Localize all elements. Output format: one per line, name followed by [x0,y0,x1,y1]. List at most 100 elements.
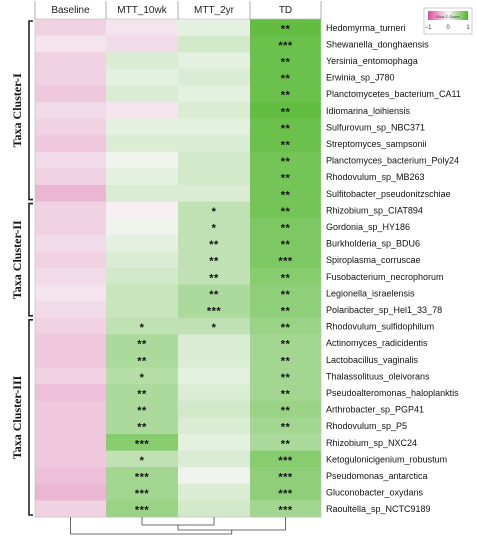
heatmap-cell [106,467,178,485]
heatmap-cell [250,85,321,103]
heatmap-cell [178,168,250,186]
significance-mark: ** [281,23,291,35]
significance-mark: *** [278,455,293,467]
heatmap-cell [178,450,250,468]
heatmap-cell [178,500,250,518]
row-label: Rhodovulum_sp_P5 [326,421,407,431]
row-label: Ketogulonicigenium_robustum [326,454,447,464]
row-label: Yersinia_entomophaga [326,56,418,66]
significance-mark: * [212,223,217,235]
significance-mark: ** [281,189,291,201]
significance-mark: ** [281,389,291,401]
heatmap-cell [106,102,178,119]
heatmap-cell [250,118,321,136]
significance-mark: ** [137,422,147,434]
significance-mark: ** [281,289,291,301]
heatmap-cell [35,102,106,119]
heatmap-cell [35,450,106,468]
significance-mark: ** [281,355,291,367]
heatmap-cell [250,434,321,451]
heatmap-cell [250,234,321,252]
heatmap-cell [35,467,106,485]
significance-mark: ** [281,223,291,235]
heatmap-cell [250,450,321,468]
heatmap-cell [250,317,321,335]
significance-mark: ** [281,322,291,334]
significance-mark: ** [209,239,219,251]
row-labels: Hedomyrma_turneri Shewanella_donghaensis Y… [326,23,461,514]
legend-tick-label: −1 [425,25,433,31]
significance-mark: *** [278,40,293,52]
significance-mark: * [212,206,217,218]
heatmap-cell [106,351,178,368]
row-label: Rhodovulum_sp_MB263 [326,172,425,182]
heatmap-cell [35,68,106,86]
row-label: Sulfurovum_sp_NBC371 [326,122,425,132]
heatmap-cell [178,52,250,70]
row-label: Rhizobium_sp_CIAT894 [326,205,423,215]
heatmap-cell [35,351,106,368]
heatmap-cell [250,68,321,86]
significance-mark: * [140,372,145,384]
legend-title: Row Z-Score [436,14,460,19]
heatmap-cell [106,35,178,53]
heatmap-cell [178,118,250,136]
significance-mark: *** [135,505,150,517]
significance-mark: ** [137,405,147,417]
heatmap-cell [106,500,178,518]
heatmap-cell [106,417,178,435]
heatmap-cell [250,35,321,53]
heatmap-cell [35,417,106,435]
heatmap-cell [106,251,178,269]
row-label: Legionella_israelensis [326,288,415,298]
significance-mark: ** [209,272,219,284]
heatmap-cell [178,467,250,485]
column-header: Baseline [51,5,90,16]
heatmap-cell [178,434,250,451]
heatmap-cell [106,450,178,468]
significance-mark: ** [281,438,291,450]
significance-mark: ** [281,90,291,102]
heatmap-cell [106,135,178,153]
heatmap-cell [35,284,106,302]
row-label: Actinomyces_radicidentis [326,338,428,348]
column-header: MTT_10wk [117,5,167,16]
row-label: Hedomyrma_turneri [326,23,406,33]
heatmap-cell [106,268,178,285]
significance-mark: *** [278,505,293,517]
heatmap-cell [250,218,321,236]
legend-color-bar [428,11,468,20]
heatmap-cell [178,185,250,202]
heatmap-cell [178,301,250,319]
significance-mark: ** [281,156,291,168]
heatmap-cell [178,367,250,385]
row-label: Thalassolituus_oleivorans [326,371,430,381]
heatmap-cell [35,268,106,285]
column-headers: Baseline MTT_10wk MTT_2yr TD [51,5,292,16]
heatmap-cell [178,251,250,269]
heatmap-cell [106,301,178,319]
significance-mark: ** [281,73,291,85]
heatmap-cell [250,168,321,186]
significance-mark: ** [137,339,147,351]
heatmap-cell [106,384,178,402]
row-label: Sulfitobacter_pseudonitzschiae [326,189,451,199]
heatmap-cell [106,284,178,302]
significance-mark: *** [135,438,150,450]
heatmap-cell [35,334,106,352]
heatmap-cell [250,400,321,418]
color-legend: Row Z-Score −1 0 1 [423,7,473,35]
heatmap-cell [106,85,178,103]
significance-mark: *** [278,256,293,268]
heatmap-cell [35,201,106,219]
heatmap-cell [35,400,106,418]
significance-mark: ** [137,389,147,401]
legend-tick-label: 1 [466,25,470,31]
row-label: Gordonia_sp_HY186 [326,222,410,232]
heatmap-cell [35,35,106,53]
row-label: Shewanella_donghaensis [326,39,429,49]
cluster-label: Taxa Cluster-II [10,220,24,299]
heatmap-cell [250,284,321,302]
heatmap-cell [106,201,178,219]
heatmap-cell [35,85,106,103]
